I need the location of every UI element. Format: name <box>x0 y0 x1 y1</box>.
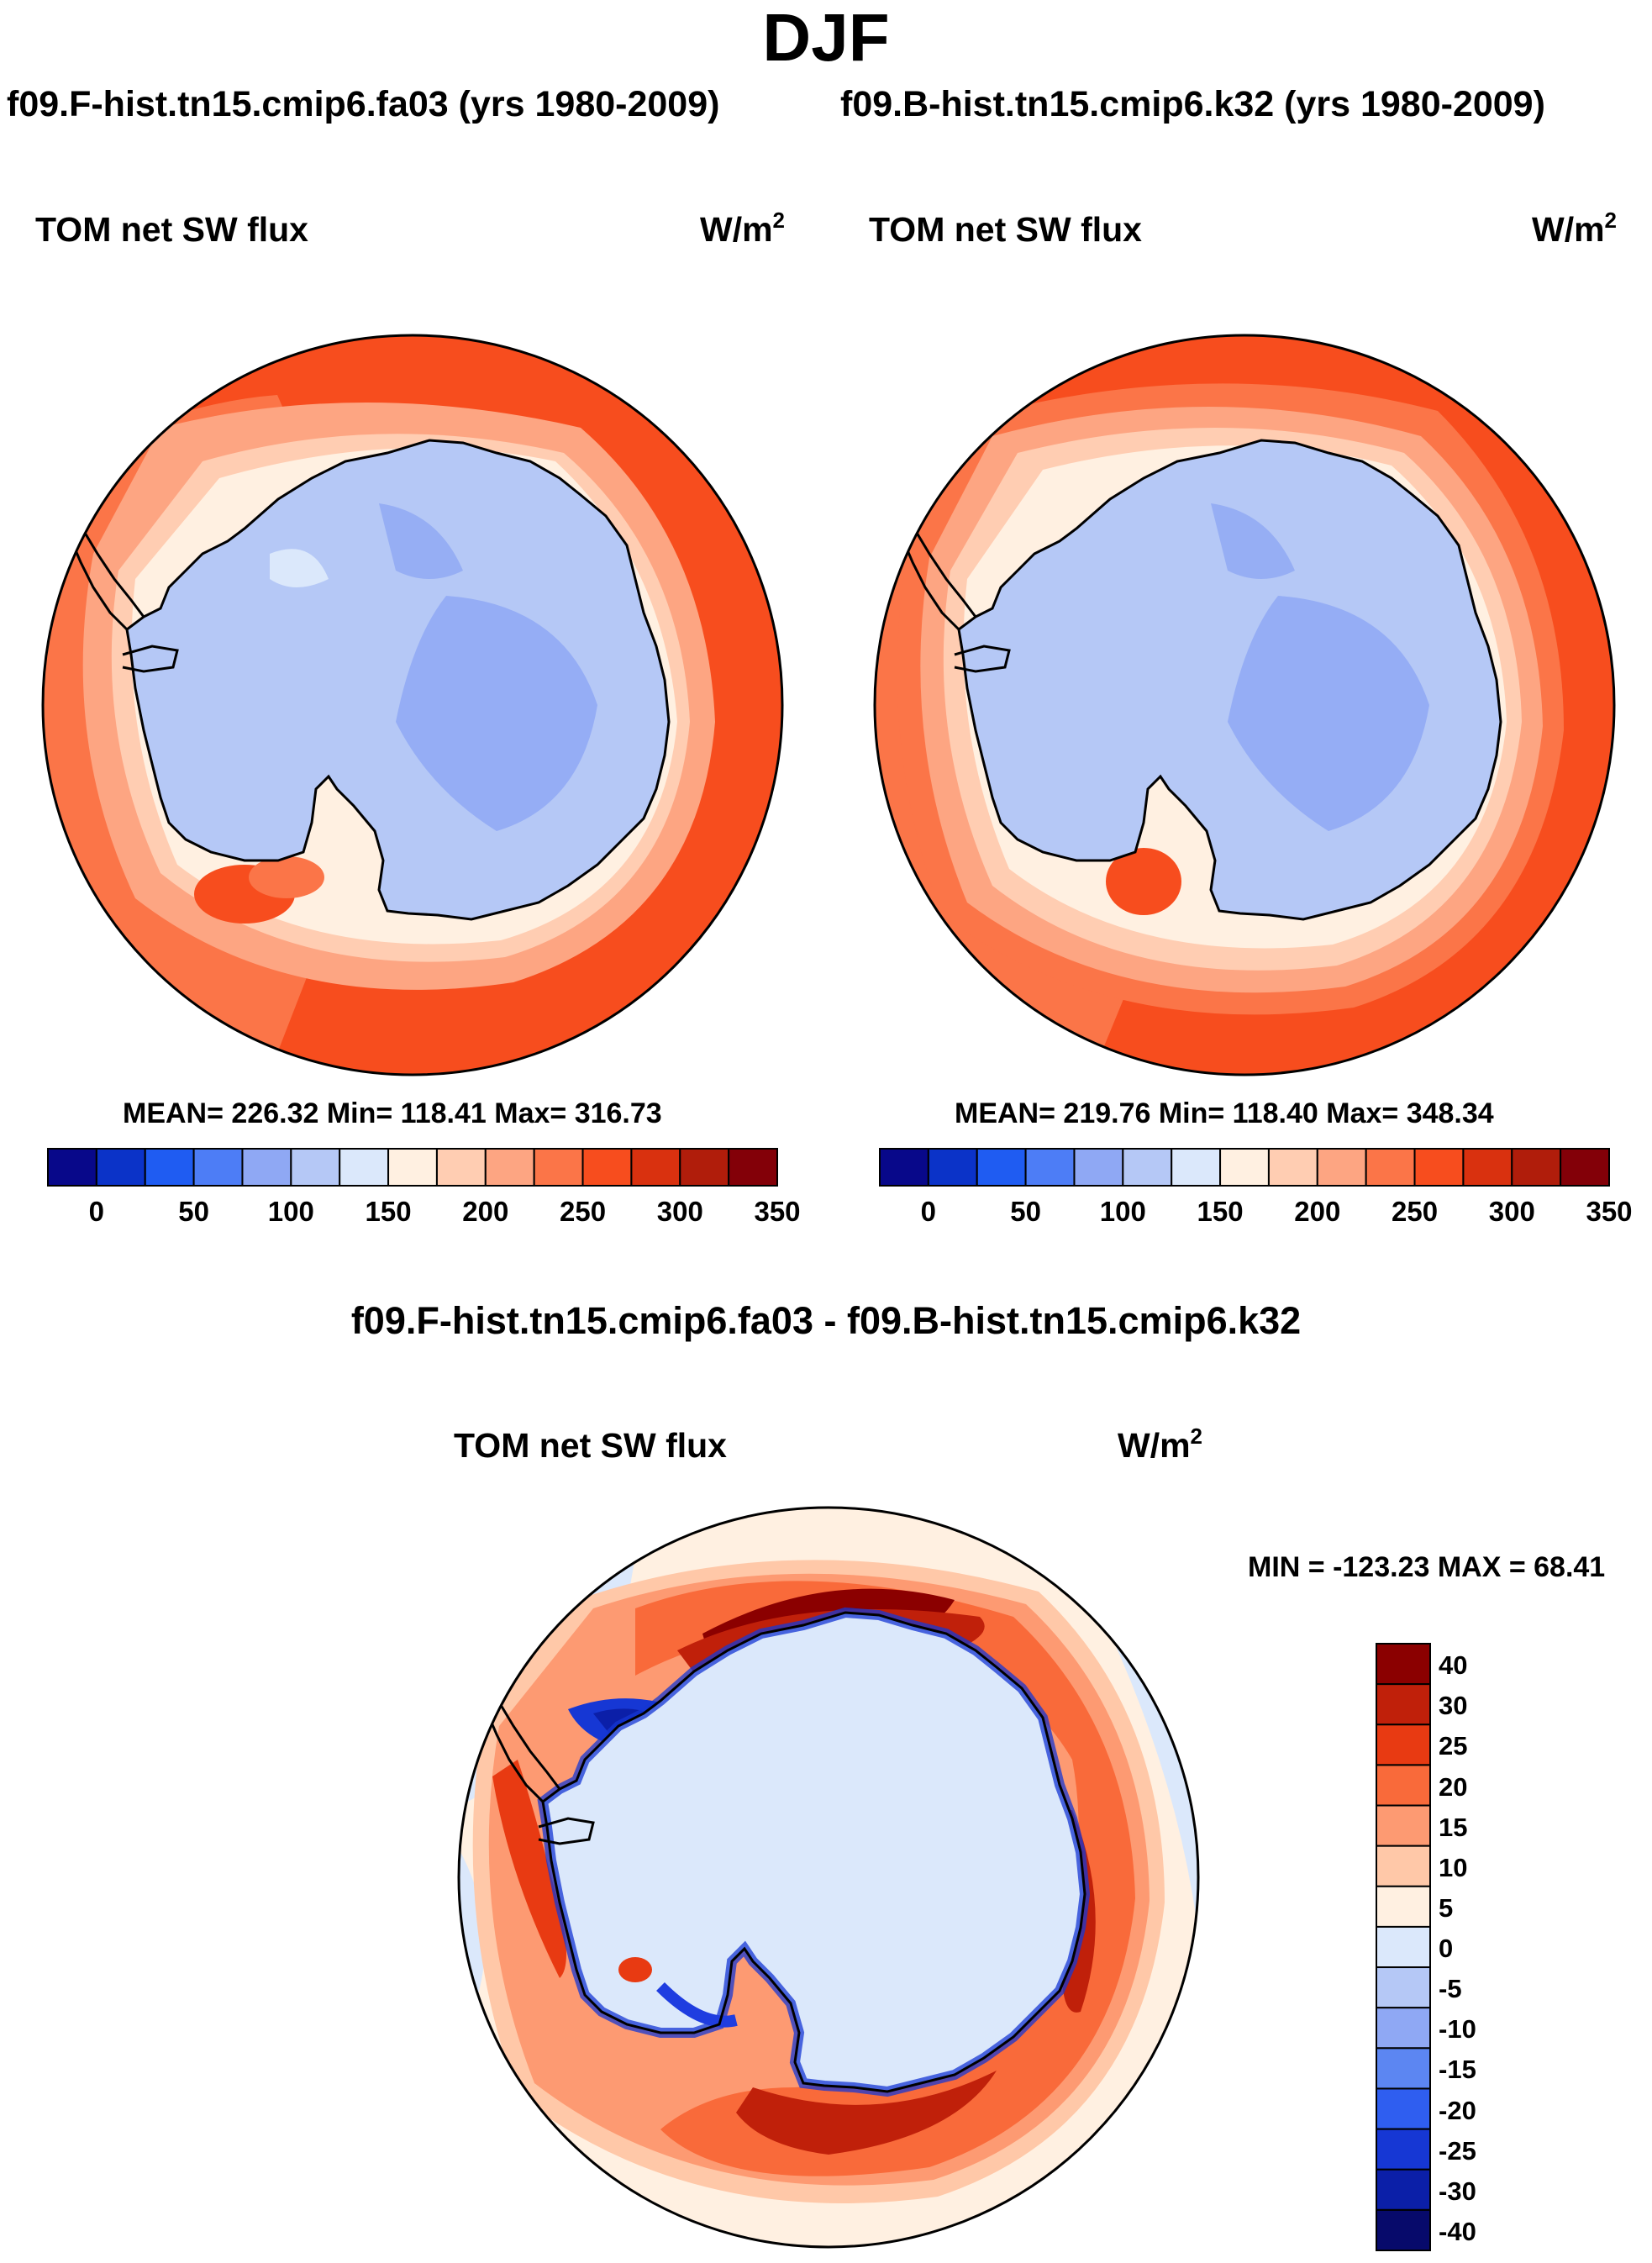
diff-colorbar-tick-label: 20 <box>1439 1771 1468 1802</box>
right-colorbar-swatch <box>1462 1148 1513 1187</box>
left-panel-variable: TOM net SW flux <box>35 210 308 249</box>
right-panel-variable: TOM net SW flux <box>869 210 1142 249</box>
left-colorbar <box>47 1148 779 1187</box>
diff-colorbar-tick-label: 25 <box>1439 1731 1468 1761</box>
left-panel-units: W/m2 <box>700 208 786 249</box>
diff-map <box>459 1508 1198 2247</box>
right-colorbar-swatch <box>1511 1148 1562 1187</box>
difference-title: f09.F-hist.tn15.cmip6.fa03 - f09.B-hist.… <box>350 1299 1302 1342</box>
right-panel-stats: MEAN= 219.76 Min= 118.40 Max= 348.34 <box>955 1097 1494 1129</box>
left-colorbar-swatch <box>192 1148 244 1187</box>
diff-colorbar-tick-label: -5 <box>1439 1974 1462 2004</box>
right-colorbar-tick-label: 350 <box>1586 1196 1633 1227</box>
diff-colorbar-tick-label: 30 <box>1439 1691 1468 1721</box>
diff-colorbar-tick-label: 40 <box>1439 1650 1468 1681</box>
left-colorbar-swatch <box>533 1148 584 1187</box>
diff-colorbar-swatch <box>1376 1804 1431 1847</box>
diff-colorbar-swatch <box>1376 1925 1431 1969</box>
diff-colorbar-swatch <box>1376 1966 1431 2009</box>
right-colorbar-swatch <box>1316 1148 1367 1187</box>
left-colorbar-swatch <box>728 1148 779 1187</box>
diff-colorbar-swatch <box>1376 1724 1431 1766</box>
right-colorbar-swatch <box>879 1148 929 1187</box>
left-colorbar-tick-label: 0 <box>88 1196 105 1227</box>
diff-colorbar-swatch <box>1376 1643 1431 1686</box>
diff-colorbar-tick-label: 0 <box>1439 1934 1454 1964</box>
right-colorbar-swatch <box>1122 1148 1173 1187</box>
right-colorbar-swatch <box>927 1148 978 1187</box>
diff-colorbar-swatch <box>1376 2087 1431 2130</box>
diff-colorbar-tick-label: -30 <box>1439 2176 1476 2206</box>
diff-panel-stats: MIN = -123.23 MAX = 68.41 <box>1248 1551 1606 1583</box>
right-colorbar-tick-label: 300 <box>1488 1196 1535 1227</box>
right-panel-units: W/m2 <box>1532 208 1618 249</box>
left-map <box>43 335 782 1075</box>
left-colorbar-swatch <box>339 1148 390 1187</box>
left-colorbar-swatch <box>47 1148 97 1187</box>
diff-colorbar-swatch <box>1376 1764 1431 1807</box>
left-map-border <box>41 334 784 1076</box>
right-colorbar-tick-label: 200 <box>1294 1196 1341 1227</box>
left-colorbar-swatch <box>435 1148 487 1187</box>
left-colorbar-swatch <box>290 1148 341 1187</box>
right-map-border <box>873 334 1616 1076</box>
diff-colorbar-tick-label: -25 <box>1439 2135 1476 2166</box>
diff-colorbar-swatch <box>1376 1885 1431 1928</box>
right-colorbar-tick-label: 150 <box>1197 1196 1244 1227</box>
left-colorbar-swatch <box>484 1148 535 1187</box>
diff-colorbar-swatch <box>1376 2007 1431 2050</box>
diff-colorbar-swatch <box>1376 1845 1431 1887</box>
diff-colorbar-swatch <box>1376 2047 1431 2090</box>
diff-panel-units: W/m2 <box>1118 1424 1203 1465</box>
left-colorbar-swatch <box>144 1148 195 1187</box>
diff-colorbar-tick-label: 15 <box>1439 1812 1468 1842</box>
left-colorbar-tick-label: 200 <box>462 1196 509 1227</box>
right-colorbar-swatch <box>1219 1148 1270 1187</box>
left-colorbar-tick-label: 250 <box>560 1196 607 1227</box>
left-panel-stats: MEAN= 226.32 Min= 118.41 Max= 316.73 <box>123 1097 662 1129</box>
left-colorbar-swatch <box>581 1148 633 1187</box>
diff-panel-variable: TOM net SW flux <box>454 1426 727 1465</box>
left-colorbar-tick-label: 100 <box>267 1196 314 1227</box>
diff-colorbar-tick-label: -15 <box>1439 2055 1476 2085</box>
diff-colorbar <box>1376 1643 1431 2252</box>
right-colorbar-swatch <box>1171 1148 1222 1187</box>
left-colorbar-tick-label: 300 <box>656 1196 703 1227</box>
left-colorbar-tick-label: 50 <box>178 1196 209 1227</box>
case-subtitle-right: f09.B-hist.tn15.cmip6.k32 (yrs 1980-2009… <box>840 84 1545 124</box>
left-colorbar-swatch <box>95 1148 146 1187</box>
diff-colorbar-swatch <box>1376 2168 1431 2211</box>
diff-colorbar-swatch <box>1376 2208 1431 2252</box>
right-colorbar-swatch <box>1267 1148 1318 1187</box>
right-colorbar-swatch <box>1073 1148 1124 1187</box>
left-colorbar-swatch <box>241 1148 292 1187</box>
left-colorbar-swatch <box>679 1148 730 1187</box>
figure-title: DJF <box>762 0 890 75</box>
left-colorbar-tick-label: 150 <box>365 1196 412 1227</box>
right-colorbar-swatch <box>1024 1148 1076 1187</box>
right-colorbar-swatch <box>1413 1148 1465 1187</box>
left-colorbar-tick-label: 350 <box>754 1196 801 1227</box>
right-colorbar-swatch <box>1365 1148 1416 1187</box>
right-colorbar-swatch <box>976 1148 1027 1187</box>
right-map <box>875 335 1614 1075</box>
diff-colorbar-tick-label: -20 <box>1439 2095 1476 2125</box>
case-subtitle-left: f09.F-hist.tn15.cmip6.fa03 (yrs 1980-200… <box>7 84 720 124</box>
diff-colorbar-tick-label: 5 <box>1439 1892 1454 1923</box>
diff-colorbar-swatch <box>1376 2128 1431 2171</box>
right-colorbar-tick-label: 100 <box>1099 1196 1146 1227</box>
diff-map-border <box>457 1506 1200 2249</box>
left-colorbar-swatch <box>630 1148 681 1187</box>
right-colorbar <box>879 1148 1610 1187</box>
left-colorbar-swatch <box>387 1148 438 1187</box>
right-colorbar-swatch <box>1560 1148 1610 1187</box>
right-colorbar-tick-label: 250 <box>1392 1196 1439 1227</box>
right-colorbar-tick-label: 50 <box>1010 1196 1041 1227</box>
diff-colorbar-tick-label: -10 <box>1439 2014 1476 2045</box>
diff-colorbar-tick-label: 10 <box>1439 1852 1468 1882</box>
diff-colorbar-swatch <box>1376 1683 1431 1726</box>
right-colorbar-tick-label: 0 <box>920 1196 937 1227</box>
diff-colorbar-tick-label: -40 <box>1439 2217 1476 2246</box>
